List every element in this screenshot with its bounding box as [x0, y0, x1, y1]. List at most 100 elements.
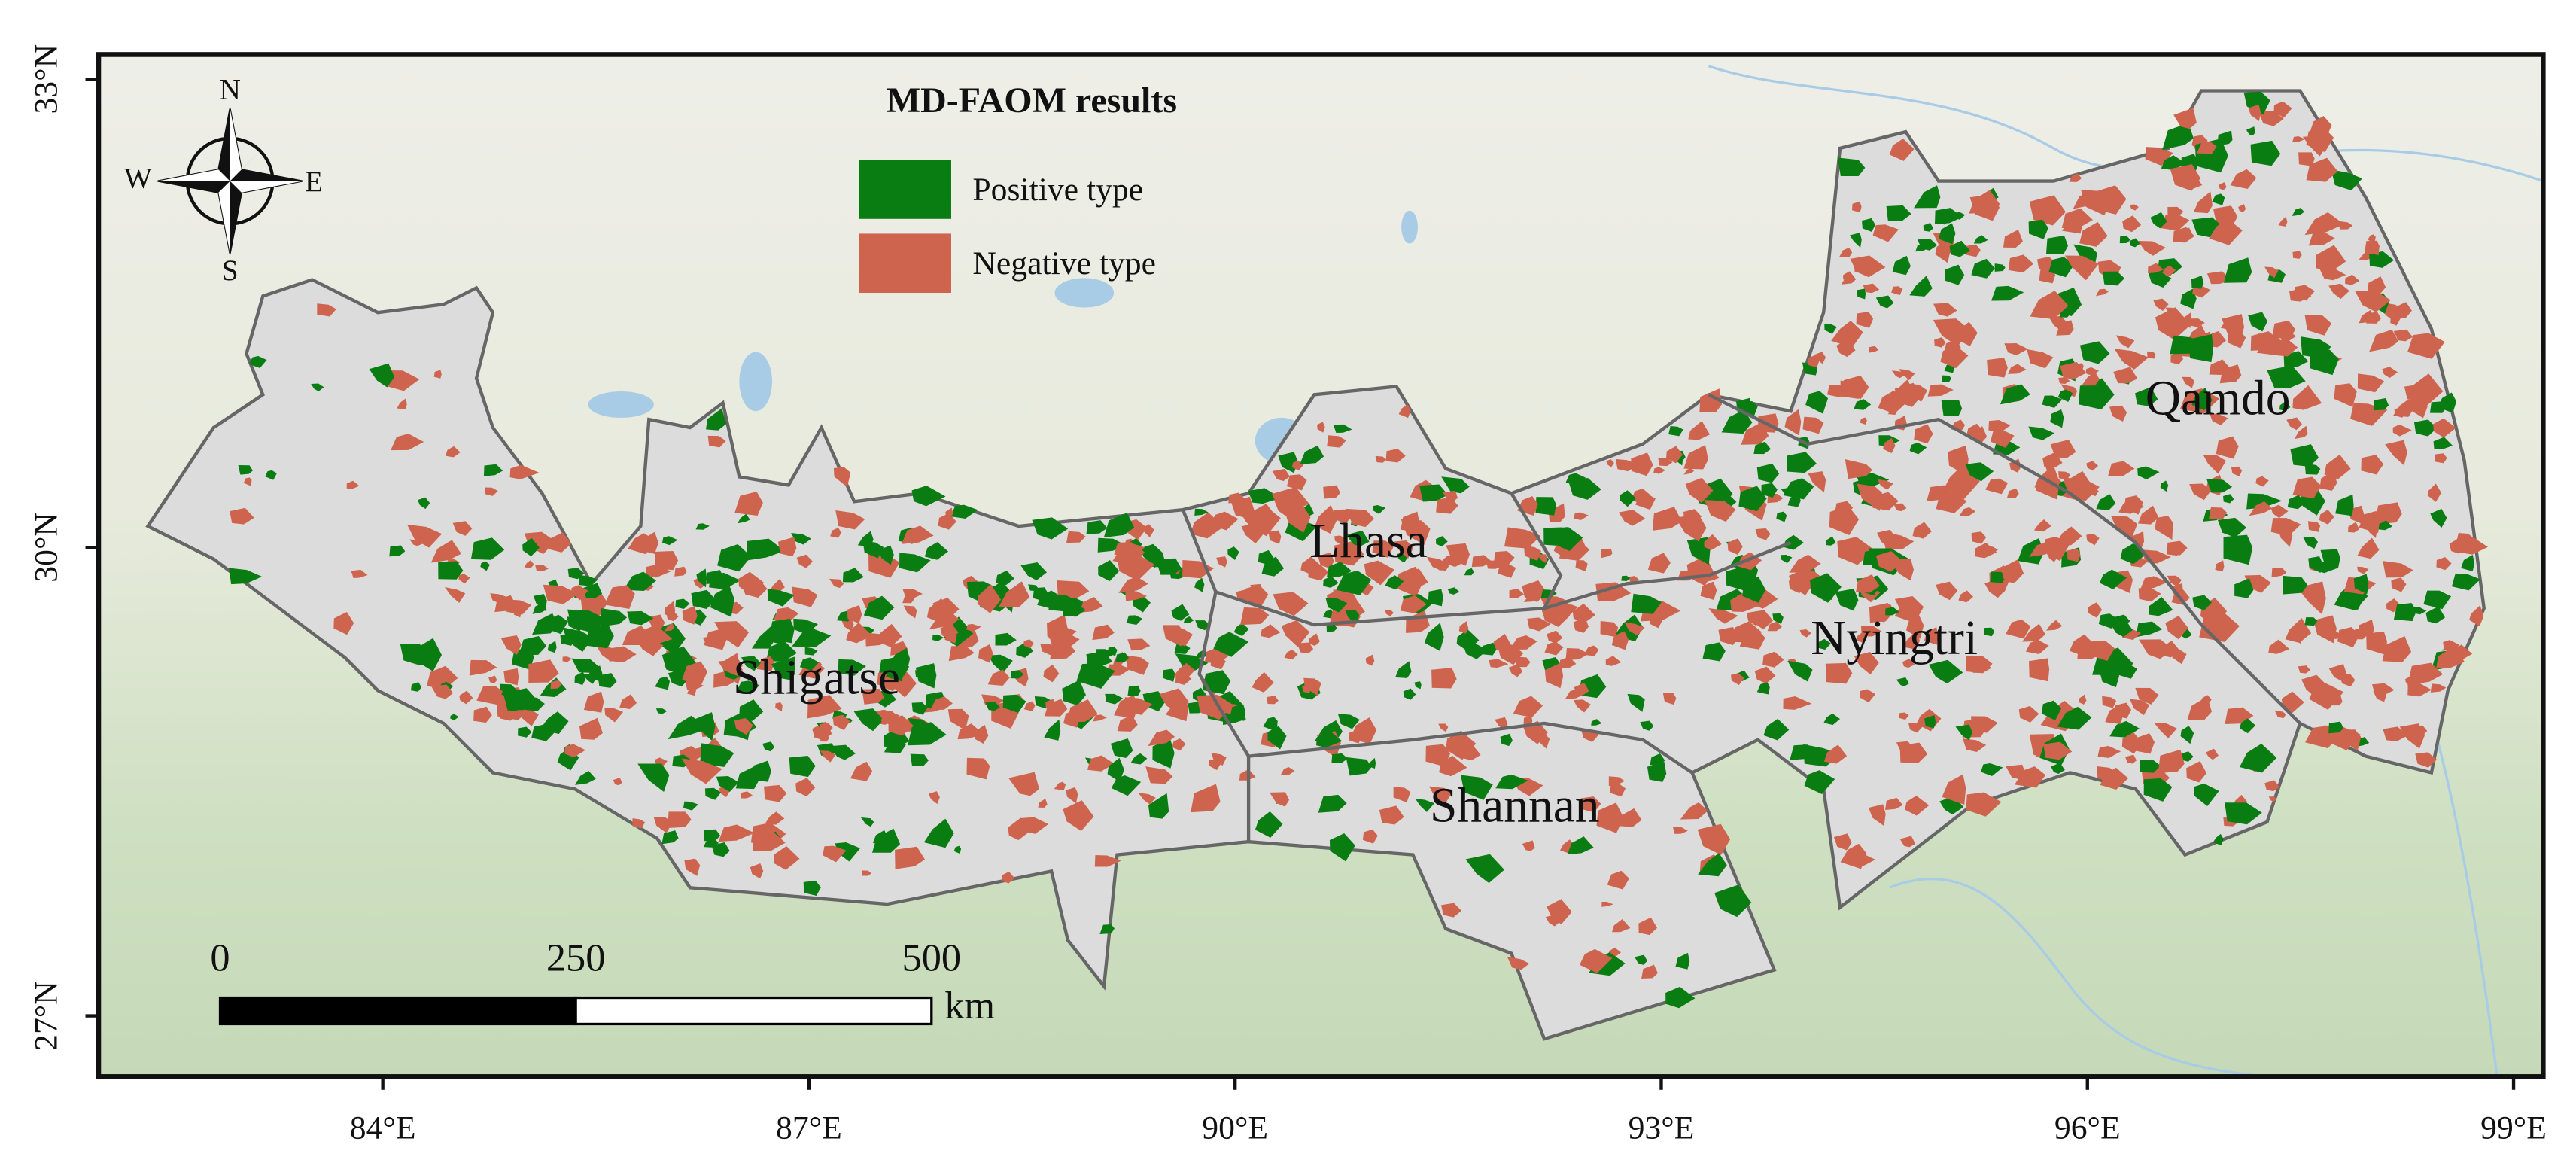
land-patch [1708, 608, 1738, 624]
land-patch [1331, 753, 1348, 764]
land-patch [2335, 494, 2354, 516]
land-patch [791, 532, 811, 545]
land-patch [1754, 666, 1776, 684]
land-patch [2304, 617, 2318, 626]
land-patch [2354, 290, 2391, 312]
land-patch [2170, 164, 2200, 191]
land-patch [2029, 195, 2066, 226]
land-patch [1742, 577, 1766, 603]
land-patch [1497, 564, 1516, 578]
land-patch [1152, 738, 1175, 769]
land-patch [1350, 717, 1377, 744]
land-patch [2433, 418, 2456, 438]
land-patch [2130, 699, 2150, 716]
land-patch [977, 584, 1002, 613]
land-patch [346, 480, 360, 489]
land-patch [1697, 823, 1731, 855]
land-patch [1227, 546, 1239, 560]
land-patch [1045, 699, 1057, 711]
land-patch [2029, 542, 2057, 557]
land-patch [2130, 204, 2139, 211]
land-patch [2273, 101, 2292, 118]
land-patch [1862, 218, 1875, 233]
land-patch [2272, 320, 2296, 340]
land-patch [666, 610, 679, 622]
land-patch [450, 714, 459, 720]
land-patch [1971, 531, 1987, 544]
region-label: Nyingtri [1811, 611, 1978, 665]
land-patch [702, 635, 714, 646]
land-patch [1638, 917, 1658, 936]
land-patch [1942, 774, 1966, 805]
land-patch [2209, 507, 2228, 520]
land-patch [2316, 245, 2346, 272]
land-patch [2413, 419, 2438, 437]
boundary [1510, 492, 1563, 610]
lake [1054, 278, 1115, 308]
land-patch [1856, 312, 1874, 328]
land-patch [1963, 738, 1987, 752]
land-patch [2140, 576, 2168, 589]
land-patch [2111, 614, 2130, 628]
land-patch [1489, 659, 1509, 668]
land-patch [1239, 607, 1270, 626]
land-patch [2192, 595, 2213, 610]
land-patch [2383, 726, 2408, 741]
land-patch [2345, 274, 2360, 285]
land-patch [741, 791, 753, 799]
land-patch [2048, 257, 2075, 278]
land-patch [1652, 507, 1682, 531]
region-label: Shannan [1430, 779, 1600, 833]
land-patch [1565, 689, 1586, 700]
land-patch [2382, 367, 2398, 379]
land-patch [768, 578, 785, 593]
land-patch [2292, 251, 2302, 259]
land-patch [518, 726, 532, 738]
land-patch [2158, 749, 2185, 774]
land-patch [2095, 288, 2109, 297]
land-patch [473, 706, 492, 723]
land-patch [1316, 729, 1343, 748]
land-patch [1572, 603, 1595, 625]
land-patch [2050, 409, 2064, 428]
land-patch [397, 398, 407, 410]
land-patch [2283, 351, 2309, 367]
land-patch [1548, 503, 1565, 522]
land-patch [1891, 286, 1903, 296]
land-patch [2304, 315, 2331, 336]
land-patch [2373, 688, 2386, 702]
land-patch [899, 553, 931, 573]
land-patch [2119, 236, 2130, 244]
land-patch [418, 497, 430, 510]
land-patch [1700, 581, 1717, 601]
land-patch [1261, 556, 1285, 577]
land-patch [547, 641, 557, 653]
land-patch [1544, 641, 1564, 656]
land-patch [2378, 520, 2392, 531]
land-patch [768, 618, 795, 644]
land-patch [484, 487, 498, 496]
land-patch [2027, 349, 2054, 369]
land-patch [578, 575, 598, 586]
land-patch [1877, 479, 1893, 490]
land-patch [1573, 699, 1591, 713]
land-patch [674, 566, 687, 577]
land-patch [1631, 593, 1662, 614]
land-patch [490, 593, 509, 604]
land-patch [1308, 565, 1329, 581]
land-patch [646, 564, 671, 578]
land-patch [1548, 527, 1583, 551]
land-patch [1318, 552, 1334, 569]
land-patch [1619, 808, 1642, 827]
land-patch [1705, 500, 1736, 522]
land-patch [792, 629, 832, 648]
land-patch [2250, 140, 2281, 166]
land-patch [727, 659, 743, 671]
land-patch [895, 846, 926, 869]
land-patch [2029, 658, 2050, 682]
land-patch [1845, 459, 1873, 479]
land-patch [945, 507, 953, 517]
land-patch [1763, 718, 1790, 741]
land-patch [524, 560, 534, 569]
